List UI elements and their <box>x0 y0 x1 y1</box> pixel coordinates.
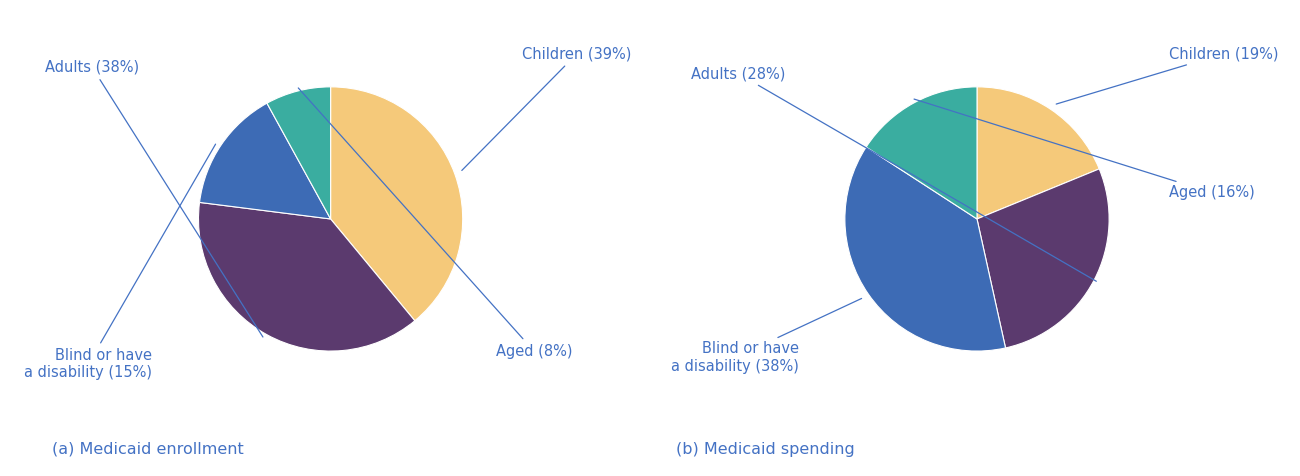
Text: Blind or have
a disability (38%): Blind or have a disability (38%) <box>671 298 862 374</box>
Wedge shape <box>266 87 330 219</box>
Wedge shape <box>199 103 330 219</box>
Wedge shape <box>845 147 1005 351</box>
Text: Adults (28%): Adults (28%) <box>692 66 1096 281</box>
Text: Aged (16%): Aged (16%) <box>914 99 1254 200</box>
Text: (b) Medicaid spending: (b) Medicaid spending <box>676 442 855 457</box>
Text: Adults (38%): Adults (38%) <box>46 60 263 337</box>
Text: Children (19%): Children (19%) <box>1056 46 1278 104</box>
Wedge shape <box>978 87 1100 219</box>
Wedge shape <box>978 169 1109 348</box>
Text: (a) Medicaid enrollment: (a) Medicaid enrollment <box>52 442 244 457</box>
Wedge shape <box>866 87 978 219</box>
Wedge shape <box>330 87 463 321</box>
Text: Blind or have
a disability (15%): Blind or have a disability (15%) <box>25 144 216 380</box>
Text: Children (39%): Children (39%) <box>462 46 632 170</box>
Wedge shape <box>199 202 415 351</box>
Text: Aged (8%): Aged (8%) <box>298 88 572 358</box>
